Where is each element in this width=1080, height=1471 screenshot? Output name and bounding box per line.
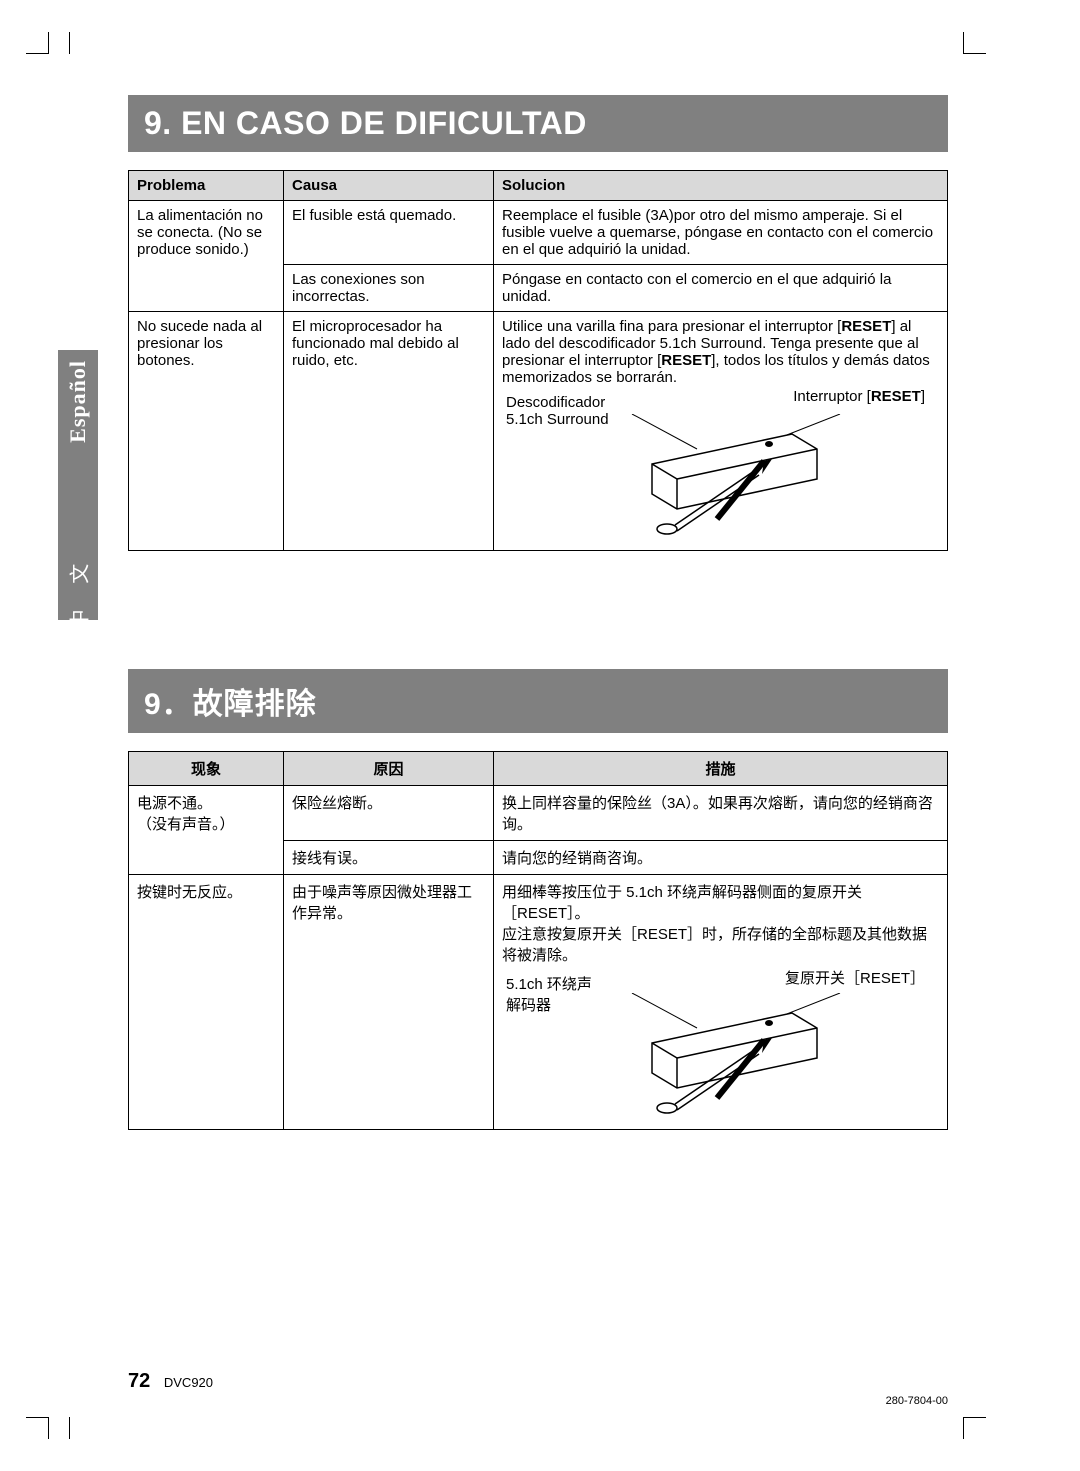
th-causa: Causa — [284, 171, 494, 201]
reset-diagram-svg — [592, 414, 912, 544]
td-solution: 换上同样容量的保险丝（3A）。如果再次熔断，请向您的经销商咨询。 — [494, 786, 948, 841]
td-problem: 按键时无反应。 — [129, 875, 284, 1130]
crop-mark — [69, 1417, 70, 1439]
reset-figure-es: Descodificador5.1ch Surround Interruptor… — [502, 394, 939, 544]
th-solucion: Solucion — [494, 171, 948, 201]
fig-label-reset-switch-cn: 复原开关［RESET］ — [785, 967, 925, 988]
td-solution: 请向您的经销商咨询。 — [494, 841, 948, 875]
crop-mark — [48, 32, 49, 54]
troubleshoot-table-es: Problema Causa Solucion La alimentación … — [128, 170, 948, 551]
page-footer: 72 DVC920 — [128, 1370, 213, 1393]
td-problem: La alimentación no se conecta. (No se pr… — [129, 201, 284, 312]
th-measure: 措施 — [494, 752, 948, 786]
td-solution: Póngase en contacto con el comercio en e… — [494, 265, 948, 312]
page-number: 72 — [128, 1370, 150, 1392]
section-title-es: 9. EN CASO DE DIFICULTAD — [128, 95, 948, 152]
crop-mark — [964, 53, 986, 54]
solution-text-es: Utilice una varilla fina para presionar … — [502, 318, 930, 386]
crop-mark — [26, 53, 48, 54]
section-title-cn: 9．故障排除 — [128, 669, 948, 733]
solution-text-cn: 用细棒等按压位于 5.1ch 环绕声解码器侧面的复原开关［RESET］。应注意按… — [502, 884, 927, 964]
crop-mark — [963, 1417, 964, 1439]
crop-mark — [964, 1417, 986, 1418]
td-cause: 接线有误。 — [284, 841, 494, 875]
language-tab: Español 中 文 — [58, 350, 98, 620]
fig-label-reset-switch: Interruptor [RESET] — [793, 388, 925, 405]
td-cause: 由于噪声等原因微处理器工作异常。 — [284, 875, 494, 1130]
td-solution: Utilice una varilla fina para presionar … — [494, 312, 948, 551]
td-solution: 用细棒等按压位于 5.1ch 环绕声解码器侧面的复原开关［RESET］。应注意按… — [494, 875, 948, 1130]
page-content: 9. EN CASO DE DIFICULTAD Problema Causa … — [128, 95, 948, 1130]
language-tab-es: Español — [65, 360, 91, 443]
troubleshoot-table-cn: 现象 原因 措施 电源不通。（没有声音。） 保险丝熔断。 换上同样容量的保险丝（… — [128, 751, 948, 1130]
document-number: 280-7804-00 — [886, 1395, 948, 1407]
crop-mark — [26, 1417, 48, 1418]
reset-figure-cn: 5.1ch 环绕声解码器 复原开关［RESET］ — [502, 973, 939, 1123]
td-problem: No sucede nada al presionar los botones. — [129, 312, 284, 551]
fig-label-decoder-cn: 5.1ch 环绕声解码器 — [506, 973, 592, 1015]
th-problema: Problema — [129, 171, 284, 201]
th-reason: 原因 — [284, 752, 494, 786]
crop-mark — [48, 1417, 49, 1439]
crop-mark — [963, 32, 964, 54]
model-number: DVC920 — [164, 1375, 213, 1390]
td-problem: 电源不通。（没有声音。） — [129, 786, 284, 875]
td-cause: Las conexiones son incorrectas. — [284, 265, 494, 312]
td-cause: El microprocesador ha funcionado mal deb… — [284, 312, 494, 551]
crop-mark — [69, 32, 70, 54]
language-tab-cn: 中 文 — [64, 554, 93, 630]
td-cause: El fusible está quemado. — [284, 201, 494, 265]
td-solution: Reemplace el fusible (3A)por otro del mi… — [494, 201, 948, 265]
reset-diagram-svg — [592, 993, 912, 1123]
td-cause: 保险丝熔断。 — [284, 786, 494, 841]
th-symptom: 现象 — [129, 752, 284, 786]
